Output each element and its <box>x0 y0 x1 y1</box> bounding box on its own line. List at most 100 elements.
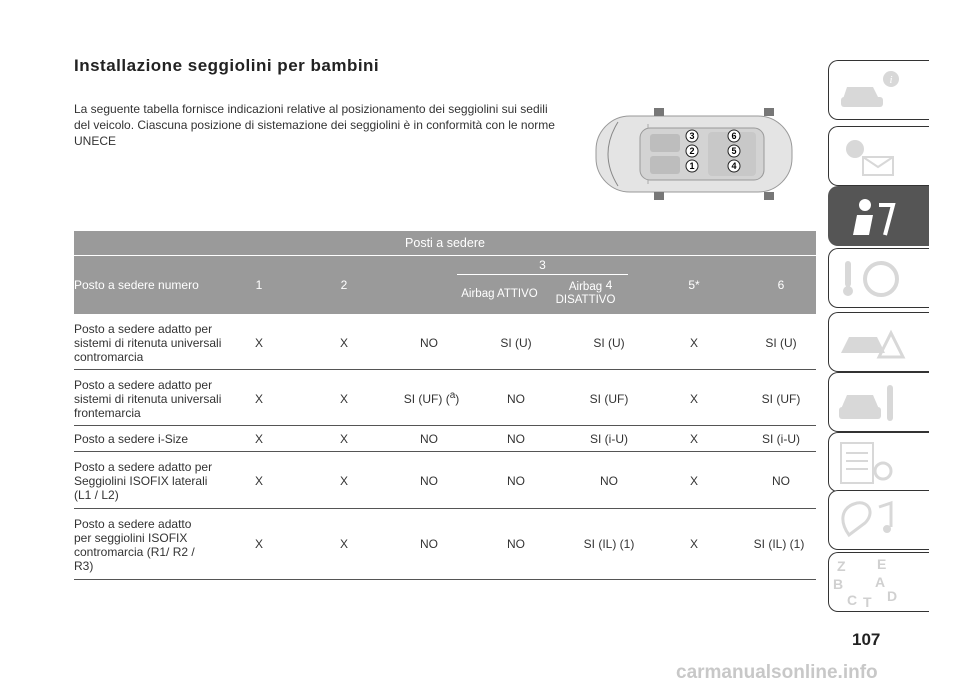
cell: X <box>339 432 348 446</box>
cell-text-close: ) <box>455 392 460 406</box>
row-label: Posto a sedere i-Size <box>74 432 189 446</box>
tab-maintenance[interactable] <box>828 372 929 432</box>
table-row: Posto a sedere adatto per sistemi di rit… <box>74 370 816 426</box>
svg-text:A: A <box>875 574 885 590</box>
seat-table: Posti a sedere Posto a sedere numero 1 2… <box>74 231 816 580</box>
steering-key-icon <box>843 261 899 297</box>
cell: X <box>339 537 348 551</box>
svg-text:B: B <box>833 576 843 592</box>
row-label: Posto a sedere adatto per sistemi di rit… <box>74 378 222 420</box>
cell: X <box>689 474 698 488</box>
seat-marker <box>727 129 741 143</box>
seat-marker-label: 5 <box>731 146 736 156</box>
warning-lights-icon <box>846 140 894 176</box>
multimedia-icon <box>841 500 893 538</box>
table-row: Posto a sedere adatto per seggiolini ISO… <box>74 509 816 580</box>
cell: SI (i-U) <box>590 432 628 446</box>
cell: X <box>689 432 698 446</box>
row-label: Posto a sedere adatto per seggiolini ISO… <box>74 517 195 573</box>
seat-marker <box>727 159 741 173</box>
table-group-header: Posti a sedere <box>74 231 816 255</box>
index-icon: Z E B A C T D <box>833 556 897 610</box>
cell: SI (UF) <box>761 392 801 406</box>
seat-marker <box>685 159 699 173</box>
cell: SI (UF) (a) <box>389 390 474 406</box>
tab-multimedia[interactable] <box>828 490 929 550</box>
cell: X <box>254 336 263 350</box>
svg-text:Z: Z <box>837 558 846 574</box>
maintenance-icon <box>839 385 893 421</box>
cell: X <box>339 474 348 488</box>
seat-marker-label: 2 <box>689 146 694 156</box>
cell: X <box>254 432 263 446</box>
cell: SI (i-U) <box>762 432 800 446</box>
cell: NO <box>507 537 525 551</box>
row-label: Posto a sedere adatto per Seggiolini ISO… <box>74 460 213 502</box>
tab-steering-key[interactable] <box>828 248 929 308</box>
cell: SI (IL) (1) <box>753 537 805 551</box>
table-row: Posto a sedere adatto per Seggiolini ISO… <box>74 452 816 509</box>
table-row: Posto a sedere adatto per sistemi di rit… <box>74 314 816 370</box>
cell: NO <box>507 432 525 446</box>
table-row: Posto a sedere i-Size X X NO NO SI (i-U)… <box>74 426 816 452</box>
cell: X <box>254 474 263 488</box>
cell: NO <box>772 474 790 488</box>
tab-seat-safety[interactable] <box>828 186 929 246</box>
cell: X <box>689 392 698 406</box>
cell: NO <box>507 474 525 488</box>
tab-warning-lights[interactable] <box>828 126 929 186</box>
seat-marker-label: 3 <box>689 131 694 141</box>
cell: NO <box>420 474 438 488</box>
cell: SI (U) <box>765 336 797 350</box>
intro-paragraph: La seguente tabella fornisce indicazioni… <box>74 102 555 148</box>
cell: X <box>689 537 698 551</box>
col-header-4: 4 <box>605 278 613 292</box>
table-column-header: Posto a sedere numero 1 2 3 Airbag ATTIV… <box>74 255 816 314</box>
col-header-2: 2 <box>340 278 348 292</box>
cell-text: SI (UF) ( <box>403 392 450 406</box>
col-header-1: 1 <box>255 278 263 292</box>
tab-index[interactable]: Z E B A C T D <box>828 552 929 612</box>
cell: NO <box>420 537 438 551</box>
col-header-6: 6 <box>777 278 785 292</box>
seat-marker-label: 4 <box>731 161 736 171</box>
emergency-icon <box>841 329 906 359</box>
car-info-icon: i <box>841 71 899 107</box>
seat-marker <box>727 144 741 158</box>
cell: SI (U) <box>593 336 625 350</box>
watermark: carmanualsonline.info <box>676 662 878 683</box>
cell: NO <box>420 432 438 446</box>
seat-marker <box>685 144 699 158</box>
col-header-3: 3 <box>457 256 628 275</box>
footnote-ref: a <box>449 390 456 401</box>
svg-text:T: T <box>863 594 872 610</box>
tab-emergency[interactable] <box>828 312 929 372</box>
tab-specs[interactable] <box>828 432 929 492</box>
svg-text:E: E <box>877 556 886 572</box>
cell: X <box>254 537 263 551</box>
svg-text:D: D <box>887 588 897 604</box>
cell: SI (U) <box>500 336 532 350</box>
car-seat-diagram: 3 2 1 6 5 4 <box>595 108 793 200</box>
cell: X <box>254 392 263 406</box>
cell: X <box>339 392 348 406</box>
cell: X <box>689 336 698 350</box>
cell: NO <box>507 392 525 406</box>
cell: SI (IL) (1) <box>583 537 635 551</box>
col-header-5: 5* <box>688 278 700 292</box>
col-header-airbag-off: Airbag DISATTIVO <box>555 281 616 306</box>
svg-text:C: C <box>847 592 857 608</box>
page-title: Installazione seggiolini per bambini <box>74 56 380 75</box>
row-label: Posto a sedere adatto per sistemi di rit… <box>74 322 222 364</box>
seat-marker-label: 1 <box>689 161 694 171</box>
seat-marker-label: 6 <box>731 131 736 141</box>
specs-icon <box>840 442 893 484</box>
col-header-airbag-on: Airbag ATTIVO <box>461 287 538 300</box>
page-number: 107 <box>852 630 881 649</box>
seat-marker <box>685 129 699 143</box>
cell: NO <box>420 336 438 350</box>
tab-car-info[interactable]: i <box>828 60 929 120</box>
seat-safety-icon <box>853 199 896 236</box>
cell: X <box>339 336 348 350</box>
cell: SI (UF) <box>589 392 629 406</box>
